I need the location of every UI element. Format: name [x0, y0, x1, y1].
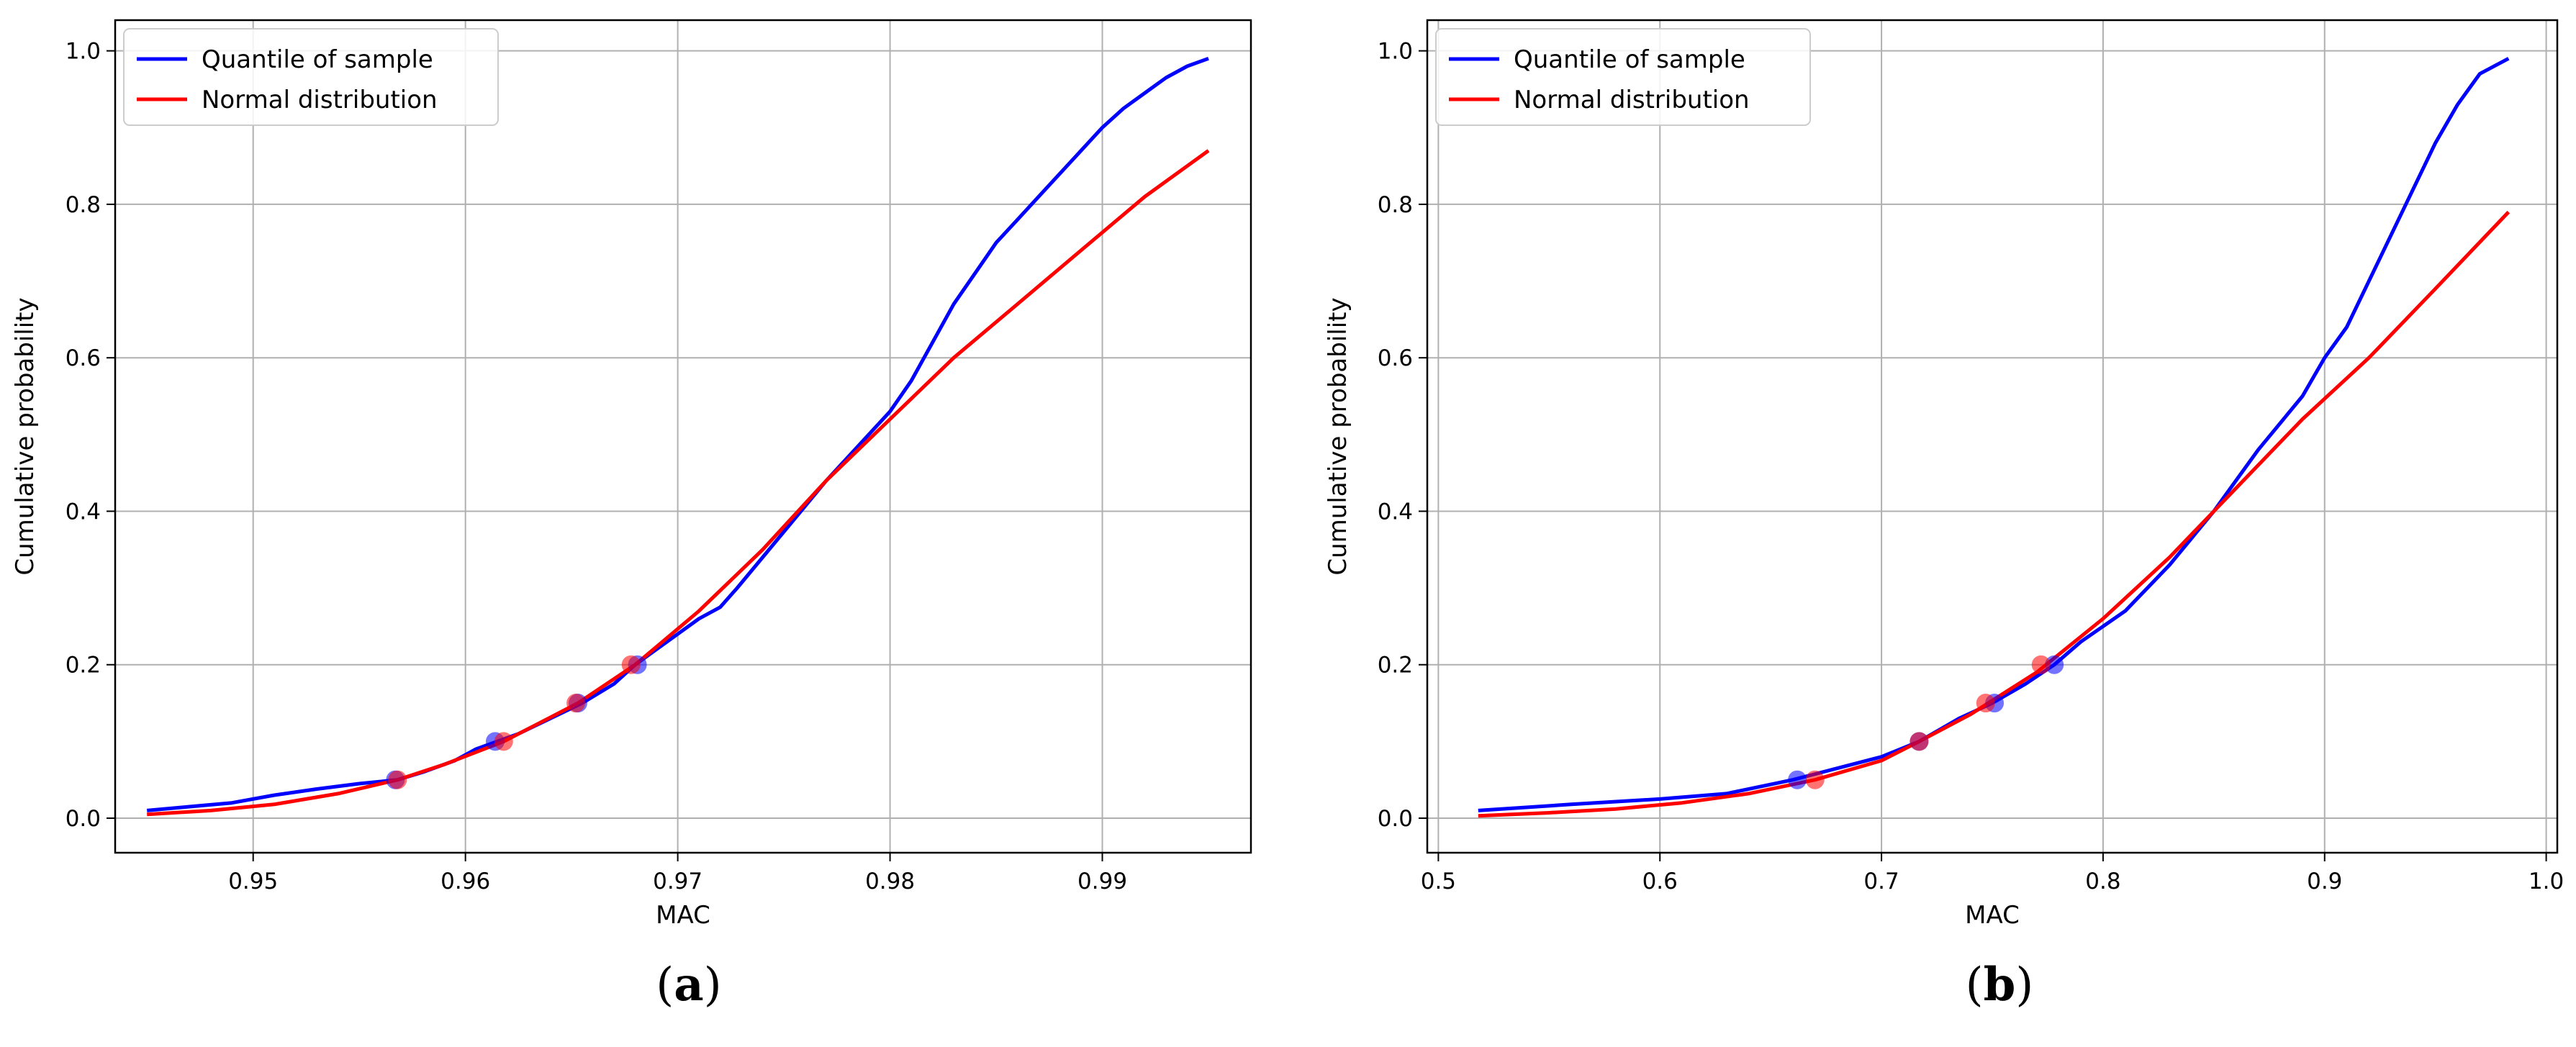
normal-distribution-line — [1478, 210, 2511, 818]
normal-marker — [621, 655, 641, 674]
y-tick-label: 0.6 — [1378, 345, 1413, 371]
legend-box — [123, 28, 499, 126]
normal-marker — [494, 732, 513, 751]
legend-box — [1435, 28, 1811, 126]
x-tick-label: 0.8 — [2085, 869, 2120, 894]
x-tick-label: 0.95 — [228, 869, 278, 894]
y-axis-label: Cumulative probability — [1324, 297, 1352, 575]
normal-marker — [1805, 770, 1825, 789]
normal-marker — [1976, 694, 1995, 713]
x-tick-label: 1.0 — [2528, 869, 2564, 894]
normal-marker — [2031, 655, 2051, 674]
y-tick-label: 0.0 — [1378, 806, 1413, 832]
caption-b: (b) — [1966, 958, 2034, 1012]
y-tick-label: 0.8 — [65, 192, 101, 218]
x-tick-label: 0.5 — [1421, 869, 1456, 894]
sample-marker — [1788, 770, 1807, 789]
y-tick-label: 1.0 — [1378, 39, 1413, 65]
normal-distribution-line — [147, 149, 1210, 817]
axes-frame — [1426, 19, 2559, 854]
y-tick-label: 0.6 — [65, 345, 101, 371]
x-tick-label: 0.7 — [1863, 869, 1899, 894]
normal-marker — [388, 770, 407, 789]
x-tick-label: 0.98 — [865, 869, 915, 894]
y-tick-label: 0.2 — [65, 653, 101, 679]
legend-label: Normal distribution — [202, 86, 438, 114]
y-tick-label: 0.0 — [65, 806, 101, 832]
legend-label: Normal distribution — [1514, 86, 1750, 114]
x-tick-label: 0.96 — [440, 869, 490, 894]
normal-marker — [1910, 732, 1929, 751]
x-tick-label: 0.9 — [2307, 869, 2342, 894]
chart-panel-b: 0.5 0.6 0.7 0.8 0.9 1.0 0.0 0.2 0.4 0.6 0.8 1.0 MAC C… — [1324, 19, 2564, 930]
y-axis-label: Cumulative probability — [11, 297, 40, 575]
x-tick-label: 0.97 — [653, 869, 702, 894]
x-axis-label: MAC — [1965, 901, 2020, 930]
sample-marker — [2045, 655, 2064, 674]
legend-label: Quantile of sample — [202, 45, 433, 74]
y-tick-label: 0.4 — [65, 499, 101, 525]
x-tick-label: 0.6 — [1642, 869, 1678, 894]
normal-marker — [566, 694, 586, 713]
y-tick-label: 0.8 — [1378, 192, 1413, 218]
y-tick-label: 0.2 — [1378, 653, 1413, 679]
y-tick-label: 0.4 — [1378, 499, 1413, 525]
x-tick-label: 0.99 — [1077, 869, 1127, 894]
axes-frame — [114, 19, 1252, 854]
caption-a: (a) — [656, 958, 721, 1012]
legend-label: Quantile of sample — [1514, 45, 1745, 74]
y-tick-label: 1.0 — [65, 39, 101, 65]
x-axis-label: MAC — [656, 901, 710, 930]
chart-panel-a: 0.95 0.96 0.97 0.98 0.99 0.0 0.2 0.4 0.6 0.8 1.0 MA… — [11, 19, 1252, 930]
